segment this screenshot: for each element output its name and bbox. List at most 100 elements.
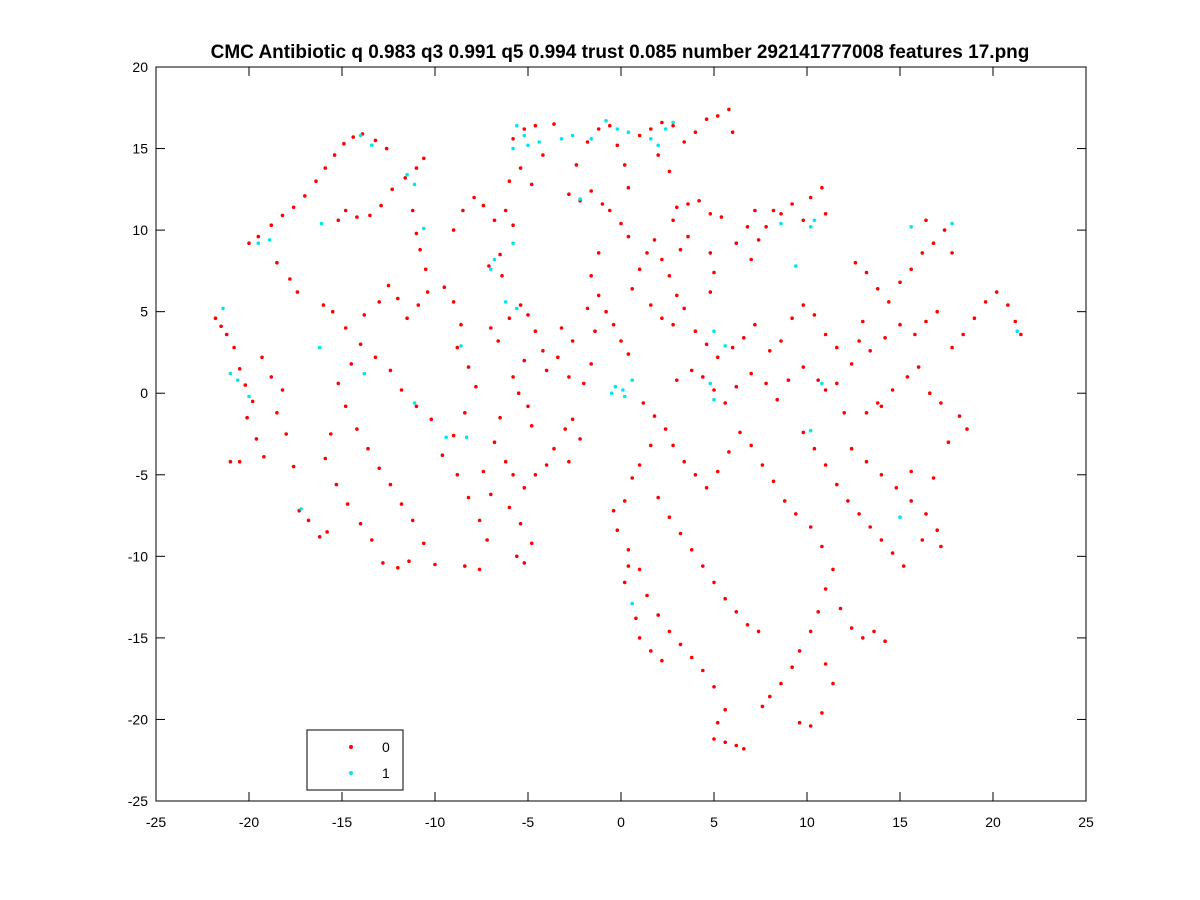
point-series-0-342 xyxy=(939,401,943,405)
point-series-0-17 xyxy=(291,464,296,469)
point-series-0-203 xyxy=(715,114,720,118)
point-series-0-148 xyxy=(589,362,593,366)
point-series-0-254 xyxy=(652,414,657,418)
point-series-0-217 xyxy=(745,225,750,229)
point-series-0-137 xyxy=(507,505,512,510)
point-series-0-330 xyxy=(883,639,887,643)
point-series-1-51 xyxy=(808,428,813,433)
point-series-0-95 xyxy=(451,433,456,438)
point-series-1-13 xyxy=(362,371,367,376)
point-series-1-23 xyxy=(526,143,530,148)
point-series-0-103 xyxy=(451,228,456,232)
point-series-0-260 xyxy=(611,508,616,513)
point-series-0-335 xyxy=(820,711,824,715)
x-tick-label: -10 xyxy=(425,814,445,830)
chart-title: CMC Antibiotic q 0.983 q3 0.991 q5 0.994… xyxy=(211,42,1030,63)
point-series-0-240 xyxy=(823,332,828,337)
point-series-0-361 xyxy=(950,345,954,350)
point-series-0-28 xyxy=(314,179,318,183)
point-series-0-157 xyxy=(533,123,538,128)
point-series-0-365 xyxy=(994,290,999,294)
point-series-0-352 xyxy=(875,287,880,291)
point-series-0-126 xyxy=(492,440,497,445)
point-series-0-239 xyxy=(812,313,817,317)
point-series-1-24 xyxy=(511,146,515,151)
point-series-0-174 xyxy=(589,274,593,278)
point-series-1-12 xyxy=(317,345,322,350)
point-series-0-139 xyxy=(529,541,534,546)
point-series-0-159 xyxy=(567,192,571,196)
point-series-0-115 xyxy=(507,316,512,321)
point-series-0-216 xyxy=(734,241,739,245)
point-series-0-329 xyxy=(872,629,876,634)
point-series-0-88 xyxy=(442,285,447,290)
point-series-0-114 xyxy=(496,339,501,343)
point-series-0-372 xyxy=(849,446,854,451)
point-series-1-33 xyxy=(613,384,618,389)
point-series-1-57 xyxy=(299,507,303,511)
point-series-0-138 xyxy=(518,521,523,526)
point-series-1-30 xyxy=(604,119,608,123)
point-series-0-218 xyxy=(753,208,757,213)
point-series-0-288 xyxy=(656,613,660,617)
point-series-0-111 xyxy=(487,264,491,268)
point-series-0-10 xyxy=(237,459,242,464)
point-series-0-195 xyxy=(671,218,675,223)
point-series-0-142 xyxy=(489,492,493,497)
point-series-0-15 xyxy=(275,411,279,415)
point-series-0-61 xyxy=(396,296,400,301)
point-series-1-53 xyxy=(950,221,954,226)
point-series-0-154 xyxy=(541,153,545,157)
point-series-0-25 xyxy=(280,213,285,218)
point-series-0-135 xyxy=(578,437,582,441)
point-series-0-170 xyxy=(608,208,612,213)
point-series-0-23 xyxy=(256,234,261,239)
point-series-0-268 xyxy=(704,486,709,490)
point-series-0-145 xyxy=(556,355,560,360)
point-series-0-113 xyxy=(489,326,493,330)
point-series-1-15 xyxy=(444,435,449,440)
point-series-0-177 xyxy=(611,322,616,327)
point-series-1-5 xyxy=(267,238,272,242)
point-series-1-11 xyxy=(319,221,324,226)
point-series-0-12 xyxy=(260,355,264,360)
point-series-1-17 xyxy=(515,306,519,311)
point-series-0-67 xyxy=(429,417,434,422)
point-series-0-68 xyxy=(349,362,354,366)
point-series-0-317 xyxy=(831,567,835,572)
point-series-0-123 xyxy=(526,404,530,409)
point-series-1-45 xyxy=(712,397,716,402)
point-series-0-358 xyxy=(942,228,947,232)
point-series-1-46 xyxy=(779,221,783,226)
point-series-0-87 xyxy=(407,559,411,563)
point-series-0-376 xyxy=(909,499,913,503)
point-series-1-9 xyxy=(412,182,417,187)
point-series-0-120 xyxy=(522,358,527,363)
point-series-0-185 xyxy=(652,238,657,242)
point-series-0-345 xyxy=(883,336,887,340)
point-series-0-286 xyxy=(756,629,761,634)
point-series-0-324 xyxy=(768,694,772,699)
point-series-0-102 xyxy=(463,564,467,568)
point-series-0-8 xyxy=(254,437,259,441)
point-series-0-322 xyxy=(790,665,794,669)
point-series-1-8 xyxy=(405,172,409,177)
point-series-0-140 xyxy=(522,561,527,565)
point-series-0-272 xyxy=(749,443,753,448)
point-series-1-36 xyxy=(609,391,614,396)
point-series-0-116 xyxy=(518,303,523,307)
point-series-0-248 xyxy=(749,371,753,376)
point-series-0-264 xyxy=(622,580,627,585)
point-series-0-304 xyxy=(626,564,631,568)
point-series-0-27 xyxy=(303,194,307,198)
point-series-0-118 xyxy=(533,329,538,334)
point-series-0-257 xyxy=(637,463,642,467)
point-series-0-49 xyxy=(410,208,415,213)
point-series-0-192 xyxy=(682,306,686,311)
point-series-0-276 xyxy=(794,512,798,516)
point-series-1-18 xyxy=(492,257,497,262)
point-series-0-269 xyxy=(715,469,720,474)
point-series-0-312 xyxy=(879,538,884,542)
legend-label-0: 0 xyxy=(382,739,390,755)
